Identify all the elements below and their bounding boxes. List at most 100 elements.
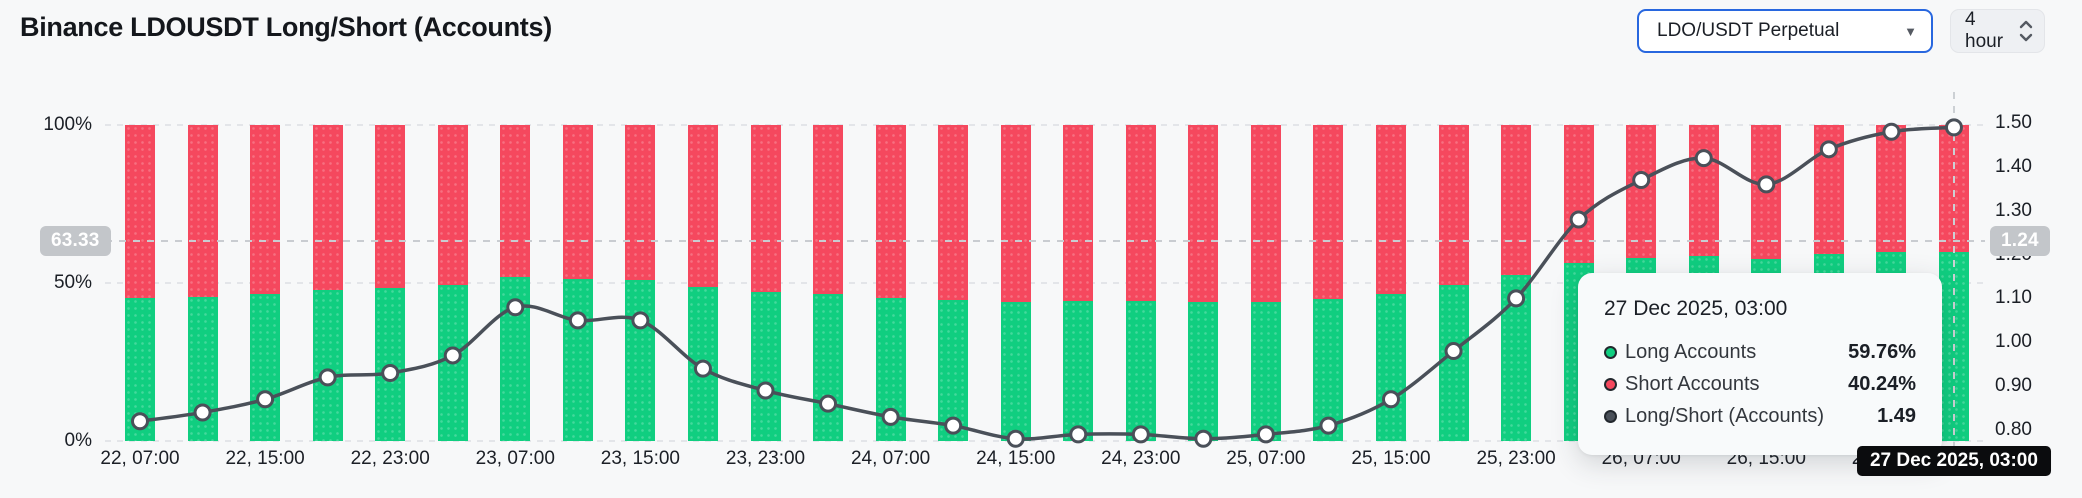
stacked-bar[interactable] [1125, 125, 1156, 441]
short-accounts-segment [687, 125, 718, 287]
stacked-bar[interactable] [1438, 125, 1469, 441]
page-title: Binance LDOUSDT Long/Short (Accounts) [20, 12, 552, 42]
pair-select[interactable]: LDO/USDT Perpetual ▼ [1637, 9, 1933, 53]
long-accounts-segment [437, 285, 468, 441]
crosshair-horizontal-line [105, 239, 1985, 242]
long-accounts-segment [625, 280, 656, 441]
tooltip-series-value: 59.76% [1848, 341, 1916, 363]
x-axis-label: 25, 07:00 [1226, 448, 1306, 469]
stacked-bar[interactable] [750, 125, 781, 441]
long-accounts-segment [562, 279, 593, 441]
x-axis-label: 23, 07:00 [475, 448, 555, 469]
x-axis-label: 25, 23:00 [1476, 448, 1556, 469]
crosshair-left-value: 63.33 [40, 226, 111, 256]
stacked-bar[interactable] [1188, 125, 1219, 441]
stacked-bar[interactable] [1250, 125, 1281, 441]
tooltip-series-value: 1.49 [1877, 405, 1916, 427]
short-accounts-segment [1063, 125, 1094, 301]
x-axis-label: 24, 15:00 [976, 448, 1056, 469]
stacked-bar[interactable] [813, 125, 844, 441]
stacked-bar[interactable] [500, 125, 531, 441]
long-accounts-segment [250, 294, 281, 441]
short-accounts-segment [1876, 125, 1907, 252]
short-accounts-segment [1626, 125, 1657, 258]
short-accounts-segment [750, 125, 781, 292]
stacked-bar[interactable] [562, 125, 593, 441]
stacked-bar[interactable] [187, 125, 218, 441]
short-accounts-segment [437, 125, 468, 285]
stacked-bar[interactable] [1313, 125, 1344, 441]
long-accounts-segment [187, 297, 218, 441]
short-accounts-segment [562, 125, 593, 279]
long-accounts-segment [1250, 302, 1281, 441]
short-accounts-segment [1376, 125, 1406, 294]
long-accounts-segment [1063, 301, 1094, 441]
short-accounts-segment [187, 125, 218, 297]
interval-select-value: 4 hour [1965, 9, 2004, 52]
tooltip-date: 27 Dec 2025, 03:00 [1604, 297, 1788, 320]
long-accounts-segment [687, 287, 718, 441]
x-axis-label: 24, 23:00 [1101, 448, 1181, 469]
stacked-bar[interactable] [125, 125, 155, 441]
stacked-bar[interactable] [875, 125, 906, 441]
tooltip-row: Long/Short (Accounts) 1.49 [1604, 405, 1916, 428]
long-accounts-segment [312, 290, 343, 441]
long-accounts-segment [1000, 302, 1031, 441]
short-accounts-segment [125, 125, 155, 298]
tooltip-series-label: Long Accounts [1625, 341, 1757, 363]
long-accounts-segment [375, 288, 406, 441]
series-dot-icon [1604, 378, 1617, 391]
y-axis-label-right: 1.00 [1995, 331, 2032, 353]
stacked-bar[interactable] [250, 125, 281, 441]
long-accounts-segment [125, 298, 155, 441]
series-dot-icon [1604, 346, 1617, 359]
gridline [105, 440, 1985, 442]
short-accounts-segment [1813, 125, 1844, 254]
y-axis-label-right: 0.80 [1995, 419, 2032, 440]
long-accounts-segment [1125, 301, 1156, 441]
interval-select[interactable]: 4 hour [1950, 9, 2045, 53]
stacked-bar[interactable] [1501, 125, 1532, 441]
stacked-bar[interactable] [1000, 125, 1031, 441]
short-accounts-segment [1125, 125, 1156, 301]
short-accounts-segment [1438, 125, 1469, 285]
crosshair-date-label: 27 Dec 2025, 03:00 [1856, 446, 2051, 476]
gridline [105, 124, 1985, 126]
stacked-bar[interactable] [687, 125, 718, 441]
long-accounts-segment [1376, 294, 1406, 441]
chevron-down-icon: ▼ [1904, 23, 1917, 39]
long-accounts-segment [1438, 285, 1469, 441]
long-accounts-segment [1188, 302, 1219, 441]
long-accounts-segment [938, 300, 969, 441]
pair-select-value: LDO/USDT Perpetual [1657, 20, 1840, 41]
short-accounts-segment [1501, 125, 1532, 275]
stacked-bar[interactable] [625, 125, 656, 441]
stacked-bar[interactable] [1063, 125, 1094, 441]
series-dot-icon [1604, 410, 1617, 423]
tooltip-row: Short Accounts 40.24% [1604, 373, 1916, 396]
stacked-bar[interactable] [312, 125, 343, 441]
y-axis-label-right: 1.40 [1995, 155, 2032, 177]
short-accounts-segment [250, 125, 281, 294]
stacked-bar[interactable] [1376, 125, 1406, 441]
x-axis-label: 24, 07:00 [850, 448, 931, 469]
short-accounts-segment [375, 125, 406, 288]
long-accounts-segment [875, 298, 906, 441]
crosshair-vertical-line [1952, 92, 1955, 447]
short-accounts-segment [813, 125, 844, 294]
stacked-bar[interactable] [437, 125, 468, 441]
long-accounts-segment [1501, 275, 1532, 441]
stacked-bar[interactable] [938, 125, 969, 441]
x-axis-label: 23, 23:00 [725, 448, 806, 469]
x-axis-label: 25, 15:00 [1351, 448, 1431, 469]
long-accounts-segment [1313, 299, 1344, 441]
stacked-bar[interactable] [375, 125, 406, 441]
long-accounts-segment [750, 292, 781, 441]
y-axis-label-left: 50% [53, 272, 92, 293]
y-axis-label-right: 1.30 [1995, 199, 2032, 221]
chart-tooltip: 27 Dec 2025, 03:00 Long Accounts 59.76% Sh… [1578, 273, 1942, 455]
short-accounts-segment [1000, 125, 1031, 302]
short-accounts-segment [500, 125, 531, 277]
long-accounts-segment [813, 294, 844, 441]
